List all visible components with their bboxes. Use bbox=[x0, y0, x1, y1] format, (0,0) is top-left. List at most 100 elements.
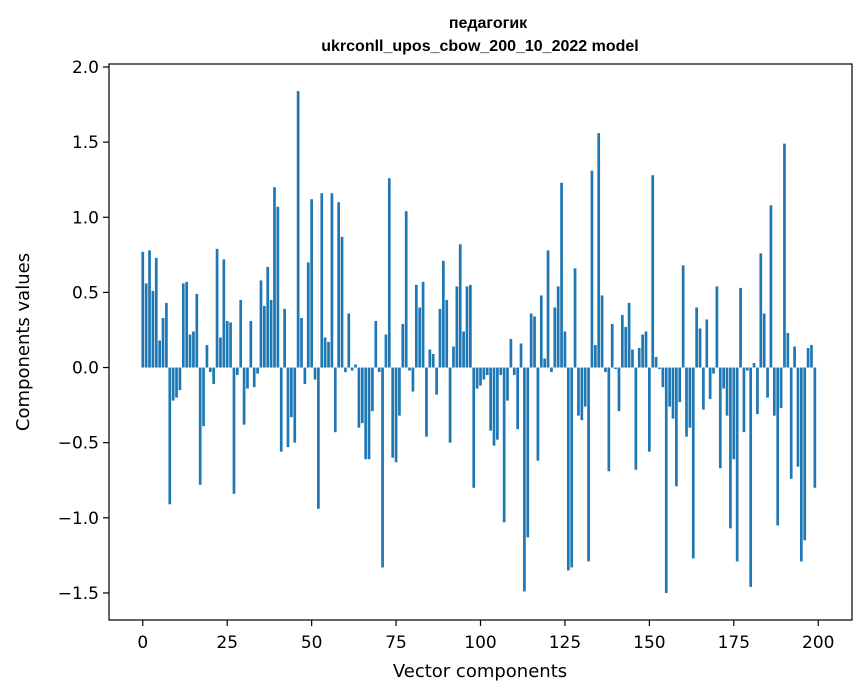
bar-23 bbox=[219, 337, 222, 368]
bar-53 bbox=[320, 193, 324, 368]
bar-28 bbox=[235, 367, 239, 376]
bar-139 bbox=[610, 323, 614, 368]
bar-33 bbox=[252, 367, 256, 388]
bar-168 bbox=[708, 367, 712, 400]
bar-30 bbox=[242, 367, 246, 425]
bar-120 bbox=[546, 250, 550, 368]
y-tick-label: 0.5 bbox=[72, 283, 99, 303]
bar-179 bbox=[745, 367, 749, 371]
bar-83 bbox=[421, 281, 425, 368]
bar-193 bbox=[793, 346, 796, 368]
bar-161 bbox=[685, 367, 688, 437]
bar-38 bbox=[269, 299, 273, 368]
bar-129 bbox=[577, 367, 580, 416]
bar-172 bbox=[722, 367, 726, 389]
bar-189 bbox=[779, 367, 783, 409]
bar-175 bbox=[732, 367, 736, 460]
bar-154 bbox=[661, 367, 665, 388]
bar-137 bbox=[604, 367, 607, 373]
bar-171 bbox=[718, 367, 722, 469]
bar-109 bbox=[509, 338, 513, 368]
bar-54 bbox=[323, 337, 327, 368]
bar-69 bbox=[374, 320, 378, 368]
y-axis-ticks: −1.5 −1.0 −0.5 0.0 0.5 1.0 1.5 2.0 bbox=[58, 58, 109, 604]
bar-128 bbox=[573, 268, 577, 368]
bar-41 bbox=[279, 367, 283, 452]
bar-197 bbox=[806, 348, 810, 368]
bar-43 bbox=[286, 367, 290, 448]
bar-47 bbox=[300, 317, 303, 368]
x-tick-label: 0 bbox=[137, 633, 148, 653]
bar-24 bbox=[222, 259, 226, 368]
bar-103 bbox=[489, 367, 492, 431]
bar-112 bbox=[519, 343, 523, 368]
bar-170 bbox=[715, 286, 719, 368]
bar-95 bbox=[462, 331, 465, 368]
bar-163 bbox=[691, 367, 695, 559]
bar-102 bbox=[485, 367, 489, 376]
bar-82 bbox=[418, 307, 422, 368]
bar-51 bbox=[313, 367, 317, 380]
bar-18 bbox=[202, 367, 205, 427]
bar-96 bbox=[465, 286, 469, 368]
y-tick-label: 2.0 bbox=[72, 58, 99, 78]
bar-191 bbox=[786, 332, 790, 368]
bar-5 bbox=[158, 340, 162, 368]
x-tick-label: 100 bbox=[464, 633, 496, 653]
bar-173 bbox=[725, 367, 729, 416]
bar-76 bbox=[398, 367, 401, 416]
bar-105 bbox=[496, 367, 499, 440]
bar-32 bbox=[249, 320, 253, 368]
bar-140 bbox=[614, 367, 617, 370]
bar-68 bbox=[371, 367, 374, 412]
bar-141 bbox=[617, 367, 621, 412]
bar-164 bbox=[695, 307, 698, 368]
bar-88 bbox=[438, 308, 442, 368]
bar-165 bbox=[698, 328, 702, 368]
bar-17 bbox=[198, 367, 202, 485]
bar-144 bbox=[627, 302, 631, 368]
bar-194 bbox=[796, 367, 800, 467]
bar-73 bbox=[387, 178, 391, 368]
bar-6 bbox=[161, 317, 165, 368]
bar-138 bbox=[607, 367, 611, 472]
bar-115 bbox=[529, 313, 533, 368]
bar-147 bbox=[637, 348, 641, 368]
bar-7 bbox=[165, 302, 168, 368]
bar-80 bbox=[411, 367, 415, 392]
bar-44 bbox=[290, 367, 293, 418]
bar-130 bbox=[580, 367, 584, 421]
bar-114 bbox=[526, 367, 530, 538]
bar-100 bbox=[479, 367, 482, 386]
bar-159 bbox=[678, 367, 682, 403]
bar-145 bbox=[631, 349, 634, 368]
bar-125 bbox=[563, 331, 567, 368]
bar-181 bbox=[752, 363, 756, 368]
bar-94 bbox=[458, 244, 462, 368]
bar-8 bbox=[168, 367, 172, 505]
bar-174 bbox=[729, 367, 732, 529]
bar-81 bbox=[414, 284, 418, 368]
bar-36 bbox=[263, 305, 266, 368]
bar-86 bbox=[431, 354, 435, 368]
bar-177 bbox=[739, 287, 742, 368]
bar-85 bbox=[428, 349, 432, 368]
bar-19 bbox=[205, 345, 209, 368]
y-tick-label: −1.0 bbox=[58, 509, 99, 529]
bar-35 bbox=[259, 280, 263, 368]
x-tick-label: 75 bbox=[385, 633, 407, 653]
bar-135 bbox=[597, 133, 601, 368]
bar-117 bbox=[536, 367, 540, 461]
bar-152 bbox=[654, 357, 658, 368]
bar-104 bbox=[492, 367, 496, 446]
bar-31 bbox=[246, 367, 249, 389]
bar-90 bbox=[445, 299, 449, 368]
bar-4 bbox=[154, 257, 158, 368]
y-tick-label: −1.5 bbox=[58, 584, 99, 604]
bar-39 bbox=[273, 187, 276, 368]
chart-subtitle: ukrconll_upos_cbow_200_10_2022 model bbox=[321, 38, 638, 55]
bar-50 bbox=[310, 199, 313, 368]
bar-12 bbox=[181, 283, 185, 368]
x-tick-label: 175 bbox=[718, 633, 750, 653]
bar-42 bbox=[283, 308, 286, 368]
